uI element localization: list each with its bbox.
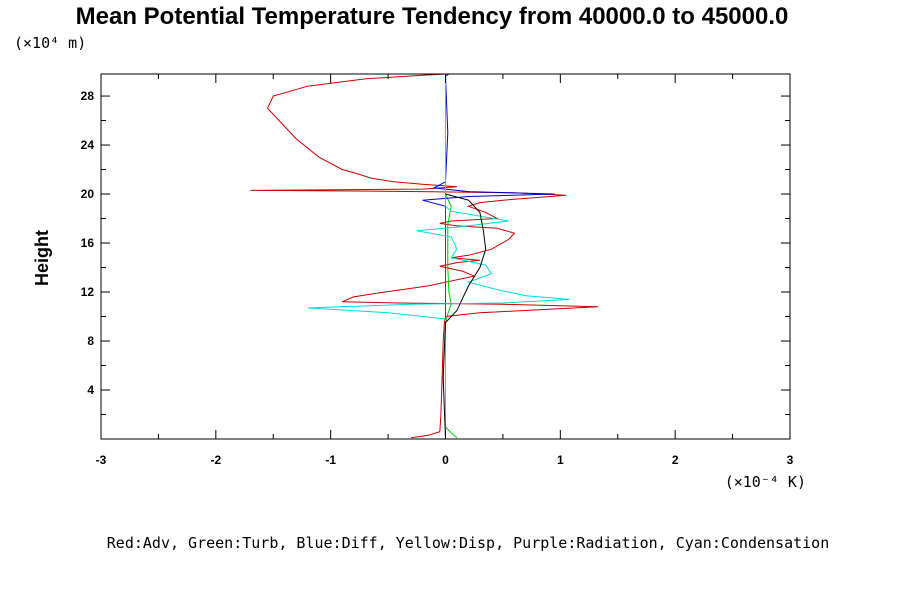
y-tick-label: 12 (81, 285, 95, 299)
x-tick-label: 3 (787, 453, 794, 467)
chart-title: Mean Potential Temperature Tendency from… (76, 3, 789, 30)
y-tick-label: 8 (87, 334, 94, 348)
series-line-condensation (307, 74, 570, 439)
series-line-total (442, 193, 487, 440)
x-tick-label: 1 (557, 453, 564, 467)
y-axis-unit: (×10⁴ m) (14, 34, 86, 52)
y-tick-label: 28 (81, 89, 95, 103)
x-tick-label: -1 (325, 453, 336, 467)
x-axis-unit: (×10⁻⁴ K) (725, 473, 806, 491)
y-axis-label: Height (32, 230, 52, 286)
y-tick-label: 4 (87, 383, 94, 397)
axis-ticks (100, 74, 791, 439)
y-tick-label: 16 (81, 236, 95, 250)
plot-lines (250, 73, 599, 440)
legend: Red:Adv, Green:Turb, Blue:Diff, Yellow:D… (107, 534, 829, 552)
x-tick-label: -2 (210, 453, 221, 467)
x-tick-label: -3 (96, 453, 107, 467)
series-line-diff (422, 73, 555, 439)
series-line-adv (250, 73, 599, 439)
x-tick-label: 0 (442, 453, 449, 467)
x-tick-label: 2 (672, 453, 679, 467)
y-tick-label: 24 (81, 138, 95, 152)
y-tick-label: 20 (81, 187, 95, 201)
